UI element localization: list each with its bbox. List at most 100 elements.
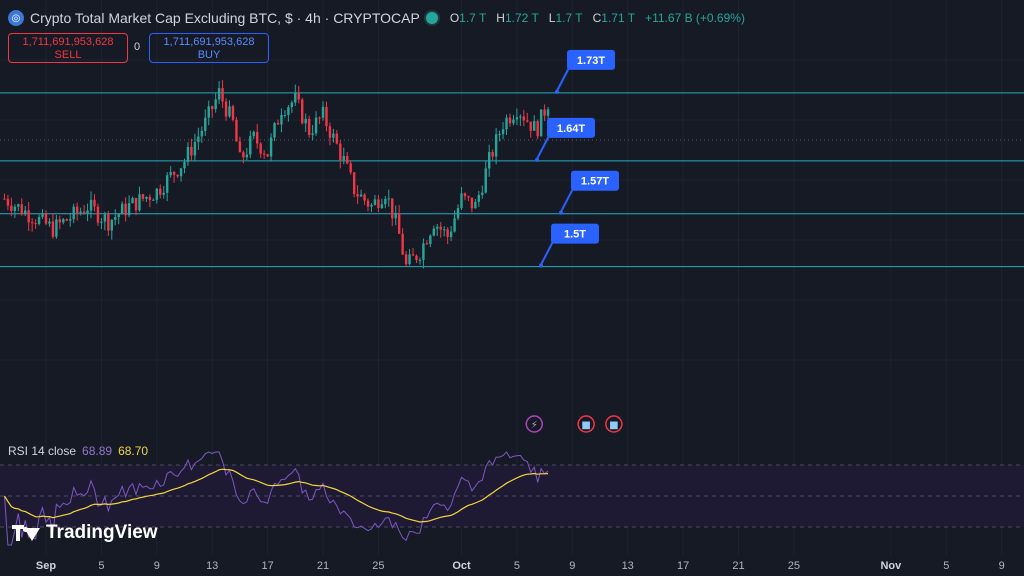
- level-tag: [551, 223, 599, 244]
- level-tag-label: 1.5T: [564, 229, 586, 241]
- candle-body: [356, 194, 359, 197]
- level-tag-label: 1.57T: [581, 176, 609, 188]
- candle-body: [89, 199, 93, 211]
- candle-body: [543, 109, 546, 116]
- candle-body: [311, 133, 314, 135]
- buy-price: 1,711,691,953,628: [163, 36, 255, 48]
- candle-body: [252, 131, 255, 137]
- candle-body: [519, 116, 522, 118]
- candle-body: [51, 221, 55, 237]
- candle-body: [397, 213, 401, 234]
- rsi-ma-line: [3, 468, 549, 523]
- candle-body: [460, 193, 463, 209]
- candle-body: [179, 168, 183, 177]
- candle-body: [449, 231, 453, 238]
- x-tick-label: 17: [261, 560, 273, 572]
- logo-text: TradingView: [46, 522, 158, 543]
- candle-body: [436, 226, 439, 229]
- level-tag-dot: [559, 210, 563, 215]
- candle-body: [103, 214, 107, 222]
- candle-body: [127, 203, 131, 216]
- candle-body: [30, 222, 34, 224]
- candle-body: [408, 254, 411, 265]
- candle-body: [481, 192, 484, 195]
- candle-body: [93, 199, 96, 207]
- sell-button[interactable]: 1,711,691,953,628 SELL: [8, 33, 128, 63]
- us-flag-icon-glyph: ■: [581, 420, 590, 431]
- candle-body: [152, 199, 155, 201]
- candle-body: [58, 219, 62, 223]
- candle-body: [294, 93, 297, 103]
- ohlc-high: H1.72 T: [496, 11, 539, 25]
- candle-body: [200, 130, 204, 137]
- x-tick-label: 9: [999, 560, 1005, 572]
- candle-body: [256, 131, 259, 144]
- lightning-icon: [525, 415, 544, 433]
- candle-body: [55, 219, 58, 237]
- candle-body: [533, 121, 536, 131]
- candle-body: [446, 229, 449, 238]
- candle-body: [546, 109, 550, 116]
- buy-button[interactable]: 1,711,691,953,628 BUY: [149, 33, 269, 63]
- candle-body: [529, 121, 532, 131]
- candle-body: [488, 152, 491, 169]
- x-tick-label: 25: [788, 560, 800, 572]
- candle-body: [342, 156, 345, 161]
- candle-body: [193, 141, 197, 156]
- candle-body: [463, 193, 467, 197]
- ohlc-open: O1.7 T: [449, 11, 487, 25]
- level-tag-dot: [555, 89, 559, 94]
- candle-body: [155, 188, 158, 200]
- rsi-value: 68.89: [82, 444, 113, 458]
- symbol-icon[interactable]: ◎: [8, 10, 24, 26]
- candle-body: [346, 156, 349, 164]
- candle-body: [439, 226, 442, 230]
- candle-body: [6, 198, 10, 206]
- candle-body: [124, 203, 127, 216]
- candle-body: [401, 233, 404, 255]
- tradingview-logo[interactable]: TradingView: [12, 522, 158, 544]
- ohlc-low: L1.7 T: [548, 11, 583, 25]
- candle-body: [325, 106, 328, 127]
- candle-body: [86, 210, 89, 214]
- candle-body: [335, 133, 339, 144]
- candle-body: [501, 129, 505, 135]
- time-axis: [0, 555, 1024, 576]
- candle-body: [62, 219, 65, 223]
- candle-body: [20, 204, 23, 215]
- x-tick-label: 9: [569, 560, 575, 572]
- candle-body: [415, 255, 418, 261]
- candle-body: [224, 101, 228, 117]
- candle-body: [34, 223, 37, 225]
- candle-body: [13, 206, 17, 211]
- candle-body: [235, 119, 238, 142]
- rsi-label: RSI 14 close: [8, 444, 77, 458]
- rsi-legend[interactable]: RSI 14 close 68.89 68.70: [8, 444, 148, 458]
- candle-body: [477, 194, 481, 202]
- candle-body: [65, 219, 68, 221]
- level-tag: [571, 170, 619, 191]
- lightning-icon-glyph: ⚡: [531, 420, 538, 431]
- candle-body: [359, 194, 363, 197]
- candle-body: [536, 121, 539, 137]
- candle-body: [41, 213, 44, 217]
- candle-body: [134, 198, 138, 211]
- level-tag: [567, 49, 615, 70]
- level-tag-dot: [535, 157, 539, 162]
- candle-body: [498, 134, 501, 136]
- sell-price: 1,711,691,953,628: [22, 36, 114, 48]
- candle-body: [162, 192, 165, 195]
- x-tick-label: 17: [677, 560, 689, 572]
- candle-body: [442, 229, 446, 231]
- candle-body: [17, 204, 20, 207]
- symbol-title[interactable]: Crypto Total Market Cap Excluding BTC, $…: [30, 10, 420, 26]
- candle-body: [183, 161, 186, 169]
- candle-body: [307, 118, 311, 135]
- candle-body: [75, 206, 79, 214]
- candle-body: [290, 102, 294, 108]
- candle-body: [339, 143, 342, 161]
- candle-body: [228, 106, 231, 117]
- market-status-icon[interactable]: [425, 12, 438, 24]
- rsi-ma-value: 68.70: [118, 444, 149, 458]
